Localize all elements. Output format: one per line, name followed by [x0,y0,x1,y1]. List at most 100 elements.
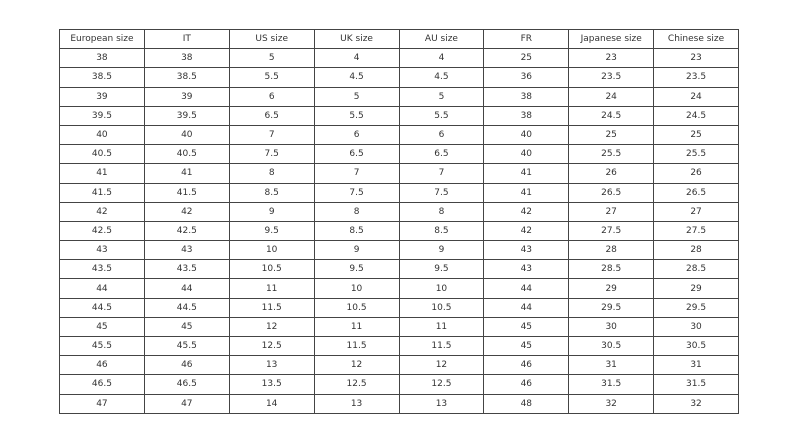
table-cell: 40 [143,124,230,146]
table-cell: 26.5 [568,182,655,203]
table-cell: 8 [313,201,400,222]
table-cell: 24.5 [568,105,655,126]
table-cell: 42 [59,201,145,222]
table-cell: 8 [398,201,485,222]
column-header: UK size [313,28,400,50]
table-cell: 31.5 [653,374,739,395]
table-cell: 45 [483,335,570,357]
table-cell: 24 [568,86,655,107]
table-cell: 24.5 [653,105,739,126]
table-cell: 5.5 [313,105,400,126]
table-cell: 8 [228,163,315,184]
table-cell: 13.5 [228,374,315,395]
table-row: 40 40 7 6 6 40 25 25 [59,124,739,146]
table-row: 43.5 43.5 10.5 9.5 9.5 43 28.5 28.5 [59,259,739,280]
column-header: US size [228,28,315,50]
table-cell: 43.5 [59,259,145,280]
table-cell: 8.5 [398,220,485,242]
table-cell: 38.5 [143,67,230,88]
table-cell: 44 [483,278,570,299]
table-cell: 10.5 [228,259,315,280]
table-cell: 6 [398,124,485,146]
table-cell: 4 [313,48,400,69]
table-cell: 38 [483,86,570,107]
table-cell: 10.5 [313,297,400,318]
table-cell: 38 [59,48,145,69]
table-cell: 11 [228,278,315,299]
table-cell: 27 [653,201,739,222]
table-cell: 9.5 [228,220,315,242]
column-header: Chinese size [653,28,739,50]
table-cell: 9 [228,201,315,222]
table-cell: 7 [228,124,315,146]
table-row: 38 38 5 4 4 25 23 23 [59,48,739,69]
table-cell: 8.5 [228,182,315,203]
table-cell: 12.5 [398,374,485,395]
table-cell: 7.5 [313,182,400,203]
table-cell: 47 [143,393,230,414]
table-row: 39.5 39.5 6.5 5.5 5.5 38 24.5 24.5 [59,105,739,126]
table-cell: 45.5 [59,335,145,357]
table-cell: 45 [483,316,570,338]
table-cell: 9.5 [313,259,400,280]
table-cell: 11 [398,316,485,338]
table-cell: 41.5 [59,182,145,203]
table-cell: 9.5 [398,259,485,280]
table-cell: 27 [568,201,655,222]
table-cell: 7.5 [228,144,315,165]
table-cell: 23 [568,48,655,69]
table-cell: 7.5 [398,182,485,203]
table-cell: 40 [59,124,145,146]
table-row: 39 39 6 5 5 38 24 24 [59,86,739,107]
table-cell: 45 [59,316,145,338]
table-cell: 44 [143,278,230,299]
column-header: FR [483,28,570,50]
table-cell: 47 [59,393,145,414]
table-cell: 6 [228,86,315,107]
table-cell: 13 [228,355,315,376]
column-header: IT [143,28,230,50]
table-cell: 36 [483,67,570,88]
table-row: 44 44 11 10 10 44 29 29 [59,278,739,299]
table-cell: 23.5 [653,67,739,88]
table-cell: 40 [483,124,570,146]
table-cell: 28.5 [653,259,739,280]
table-cell: 29 [568,278,655,299]
table-row: 45.5 45.5 12.5 11.5 11.5 45 30.5 30.5 [59,335,739,357]
table-cell: 39 [59,86,145,107]
table-cell: 41 [483,182,570,203]
table-cell: 31 [653,355,739,376]
table-cell: 10 [313,278,400,299]
table-cell: 7 [398,163,485,184]
table-cell: 46 [483,355,570,376]
table-cell: 10 [228,240,315,261]
table-cell: 32 [568,393,655,414]
table-cell: 39.5 [59,105,145,126]
table-row: 40.5 40.5 7.5 6.5 6.5 40 25.5 25.5 [59,144,739,165]
table-cell: 30 [568,316,655,338]
table-cell: 29.5 [653,297,739,318]
table-cell: 46 [59,355,145,376]
table-cell: 23 [653,48,739,69]
shoe-size-conversion-table: European size IT US size UK size AU size FR Ja… [59,28,739,414]
table-cell: 9 [398,240,485,261]
table-cell: 6 [313,124,400,146]
table-cell: 26 [653,163,739,184]
table-cell: 27.5 [568,220,655,242]
table-cell: 26.5 [653,182,739,203]
column-header: Japanese size [568,28,655,50]
table-cell: 28.5 [568,259,655,280]
table-cell: 42.5 [143,220,230,242]
table-cell: 27.5 [653,220,739,242]
table-cell: 5.5 [228,67,315,88]
table-cell: 43 [483,240,570,261]
table-cell: 12.5 [228,335,315,357]
table-cell: 46 [483,374,570,395]
table-cell: 7 [313,163,400,184]
table-cell: 44.5 [143,297,230,318]
table-cell: 4.5 [313,67,400,88]
table-cell: 25.5 [568,144,655,165]
table-cell: 45.5 [143,335,230,357]
table-cell: 38 [483,105,570,126]
table-cell: 13 [398,393,485,414]
